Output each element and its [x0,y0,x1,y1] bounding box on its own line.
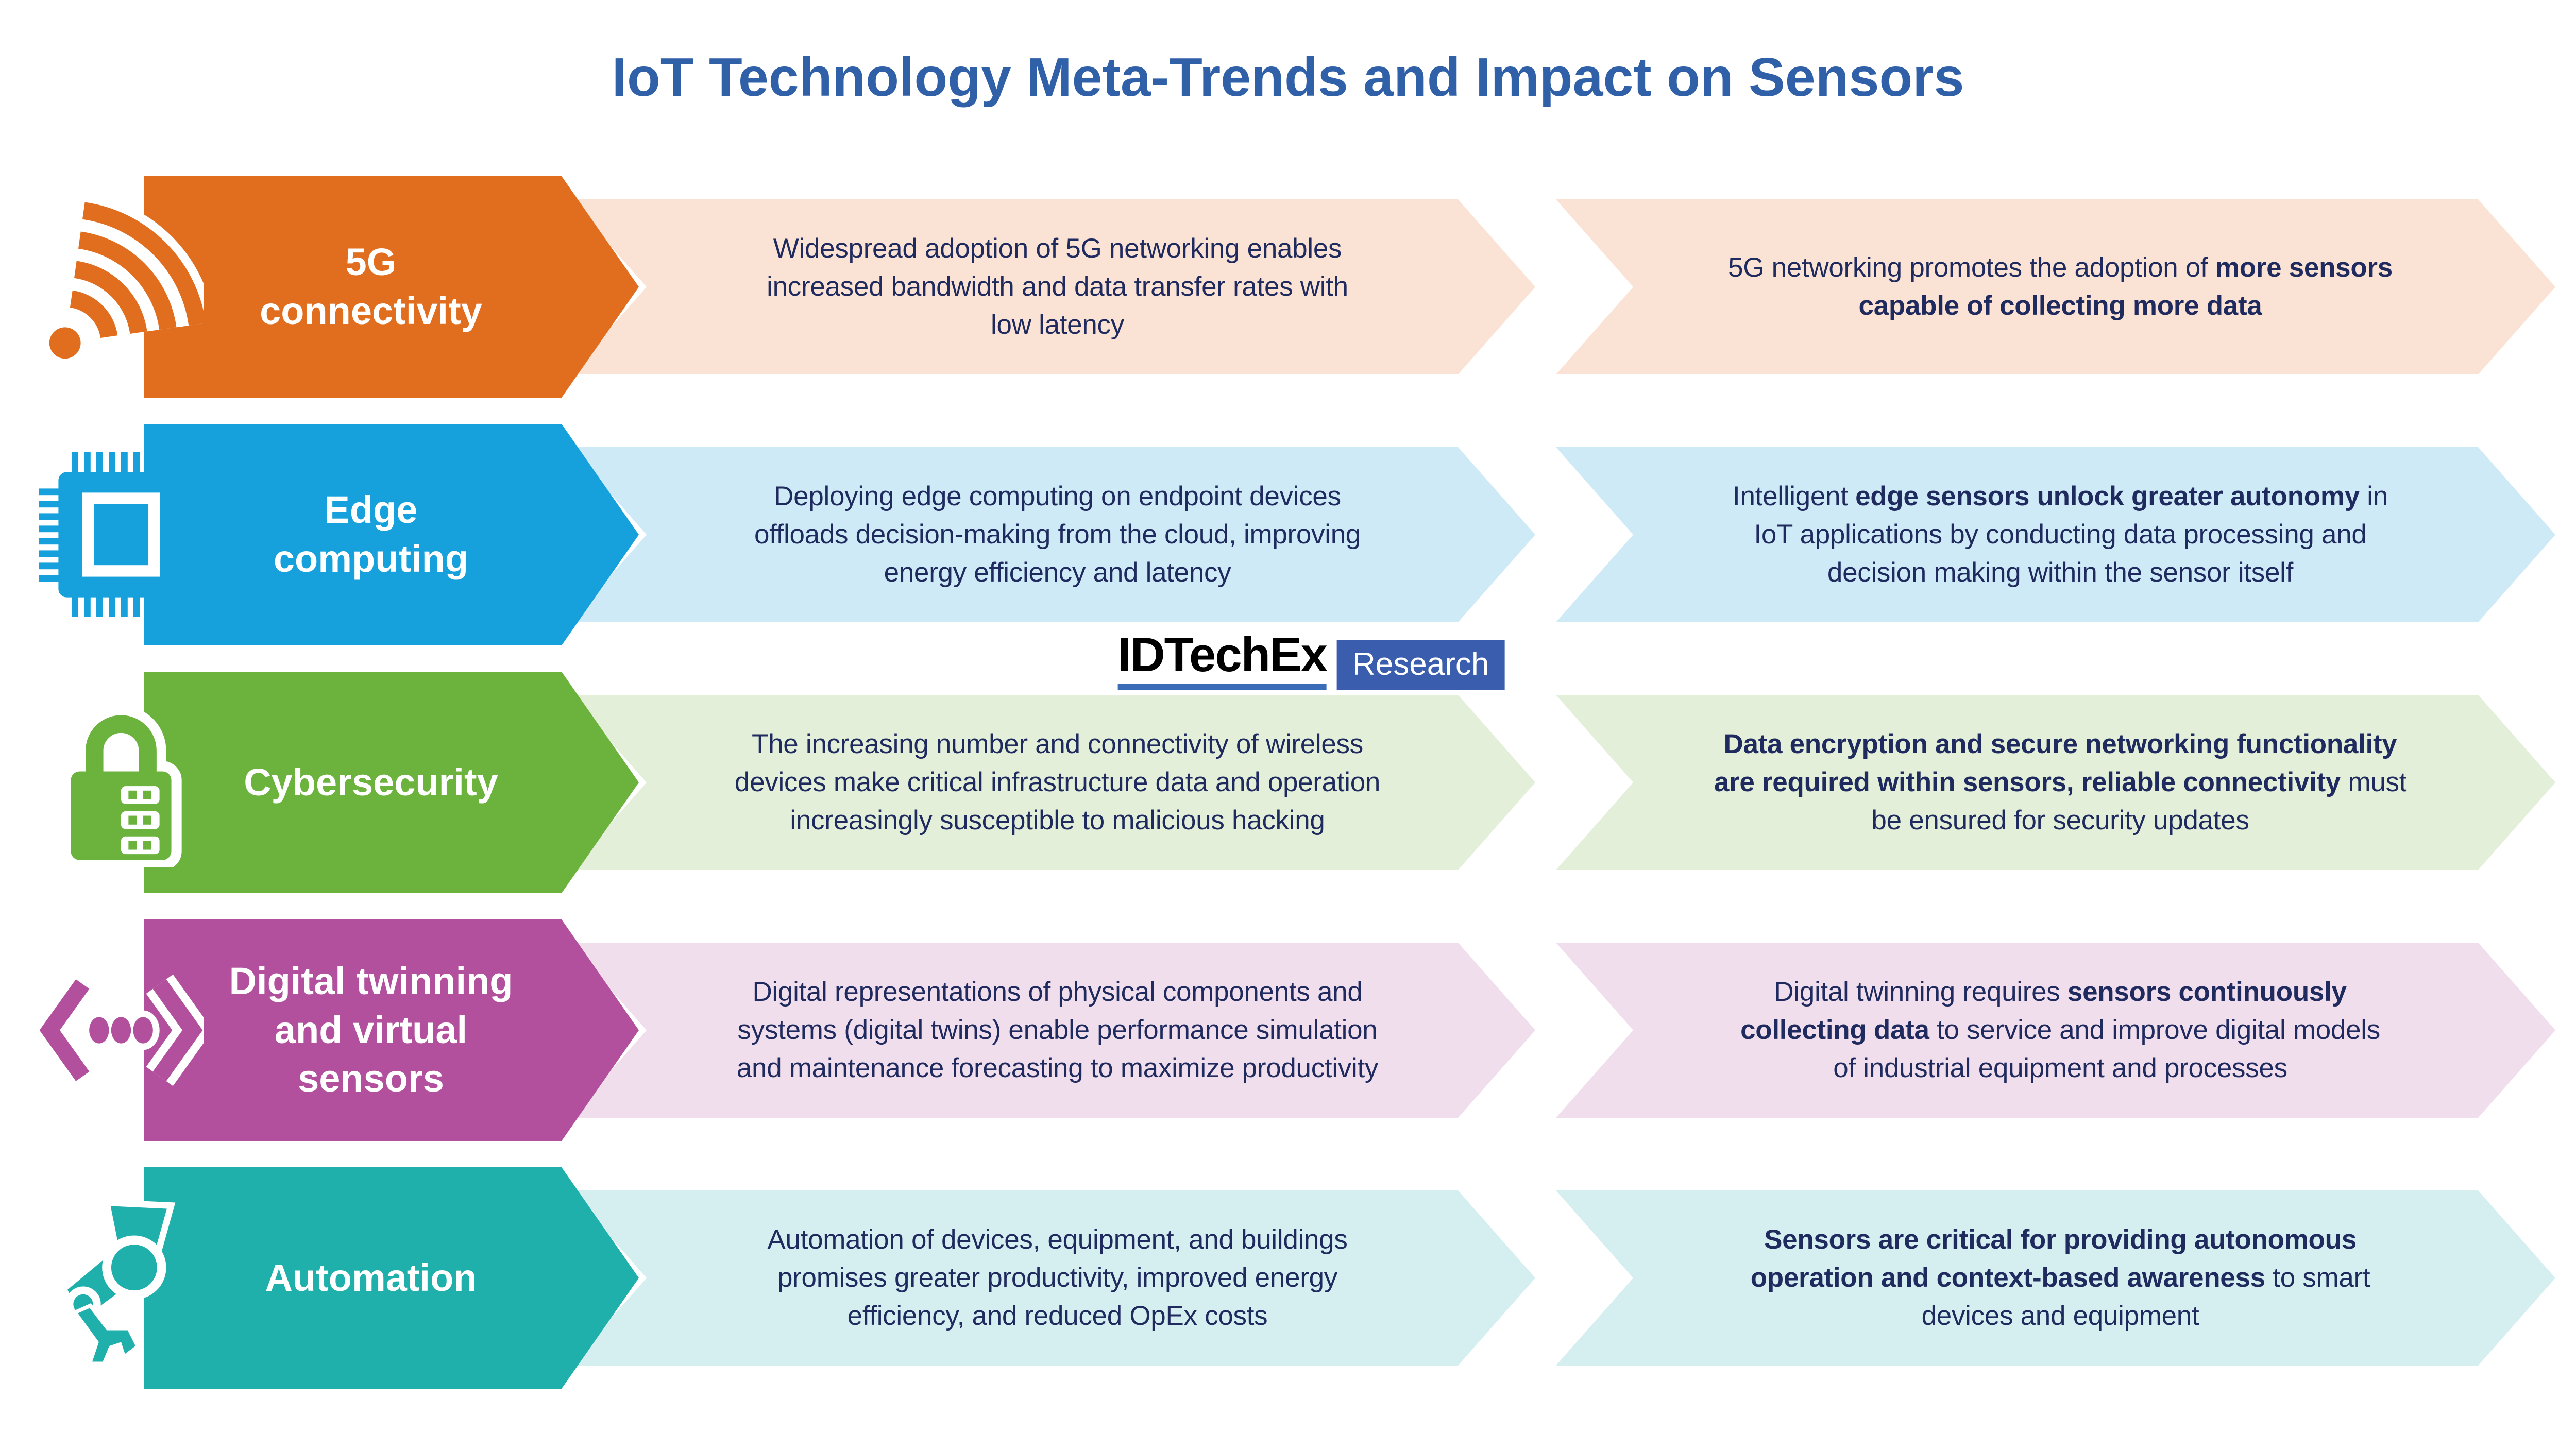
page-title: IoT Technology Meta-Trends and Impact on… [612,47,1964,108]
idtechex-logo-brand: IDTechEx [1117,627,1328,681]
trend-row-edge-computing: Edge computing Deploying edge computing … [0,424,2576,645]
trend-description-arrow: Widespread adoption of 5G networking ena… [569,199,1535,374]
sensor-impact: Intelligent edge sensors unlock greater … [1733,481,2388,588]
sensor-impact: Data encryption and secure networking fu… [1714,728,2407,836]
trend-description: The increasing number and connectivity o… [734,728,1381,836]
trend-description-arrow: Deploying edge computing on endpoint dev… [569,447,1535,622]
robot-arm-icon [39,1193,204,1363]
trend-description: Digital representations of physical comp… [736,976,1379,1084]
trend-label: Edge computing [273,488,469,580]
sensor-impact-arrow: Intelligent edge sensors unlock greater … [1556,447,2555,622]
idtechex-logo-research: Research [1337,640,1505,690]
row-icon-box [8,672,234,893]
trend-description-arrow: The increasing number and connectivity o… [569,695,1535,870]
trend-label: 5G connectivity [260,241,482,332]
trend-description: Widespread adoption of 5G networking ena… [767,233,1348,340]
trend-description: Automation of devices, equipment, and bu… [767,1224,1348,1332]
trend-label-arrow: Digital twinning and virtual sensors [144,919,639,1141]
trend-label: Automation [265,1256,477,1299]
trend-row-cybersecurity: Cybersecurity The increasing number and … [0,672,2576,893]
digital-twin-icon [39,945,204,1115]
row-icon-box [8,424,234,645]
sensor-impact: Digital twinning requires sensors contin… [1740,976,2380,1084]
sensor-impact: 5G networking promotes the adoption of m… [1728,252,2393,321]
trend-row-automation: Automation Automation of devices, equipm… [0,1167,2576,1389]
trend-label-arrow: Edge computing [144,424,639,645]
trend-label: Cybersecurity [244,760,498,804]
wifi-icon [39,202,204,372]
row-icon-box [8,176,234,398]
row-icon-box [8,919,234,1141]
trend-row-digital-twinning: Digital twinning and virtual sensors Dig… [0,919,2576,1141]
idtechex-logo-underline [1117,684,1327,690]
lock-icon [39,697,204,867]
sensor-impact-arrow: Digital twinning requires sensors contin… [1556,943,2555,1118]
trend-label-arrow: 5G connectivity [144,176,639,398]
idtechex-logo: IDTechEx Research [1110,627,1512,690]
trend-label-arrow: Cybersecurity [144,672,639,893]
sensor-impact: Sensors are critical for providing auton… [1750,1224,2370,1332]
row-icon-box [8,1167,234,1389]
trend-label: Digital twinning and virtual sensors [229,959,513,1100]
trend-description: Deploying edge computing on endpoint dev… [754,481,1361,588]
trend-description-arrow: Automation of devices, equipment, and bu… [569,1190,1535,1366]
idtechex-logo-brand-block: IDTechEx [1117,627,1328,690]
trend-row-5g-connectivity: 5G connectivity Widespread adoption of 5… [0,176,2576,398]
trend-label-arrow: Automation [144,1167,639,1389]
sensor-impact-arrow: 5G networking promotes the adoption of m… [1556,199,2555,374]
sensor-impact-arrow: Data encryption and secure networking fu… [1556,695,2555,870]
chip-icon [39,450,204,620]
trend-description-arrow: Digital representations of physical comp… [569,943,1535,1118]
sensor-impact-arrow: Sensors are critical for providing auton… [1556,1190,2555,1366]
